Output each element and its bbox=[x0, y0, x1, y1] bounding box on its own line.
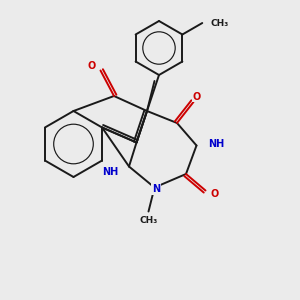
Text: N: N bbox=[152, 184, 160, 194]
Text: O: O bbox=[192, 92, 201, 102]
Text: CH₃: CH₃ bbox=[211, 19, 229, 28]
Text: CH₃: CH₃ bbox=[140, 216, 158, 225]
Text: NH: NH bbox=[208, 139, 224, 149]
Text: O: O bbox=[87, 61, 96, 71]
Text: NH: NH bbox=[102, 167, 119, 177]
Text: O: O bbox=[210, 189, 219, 199]
